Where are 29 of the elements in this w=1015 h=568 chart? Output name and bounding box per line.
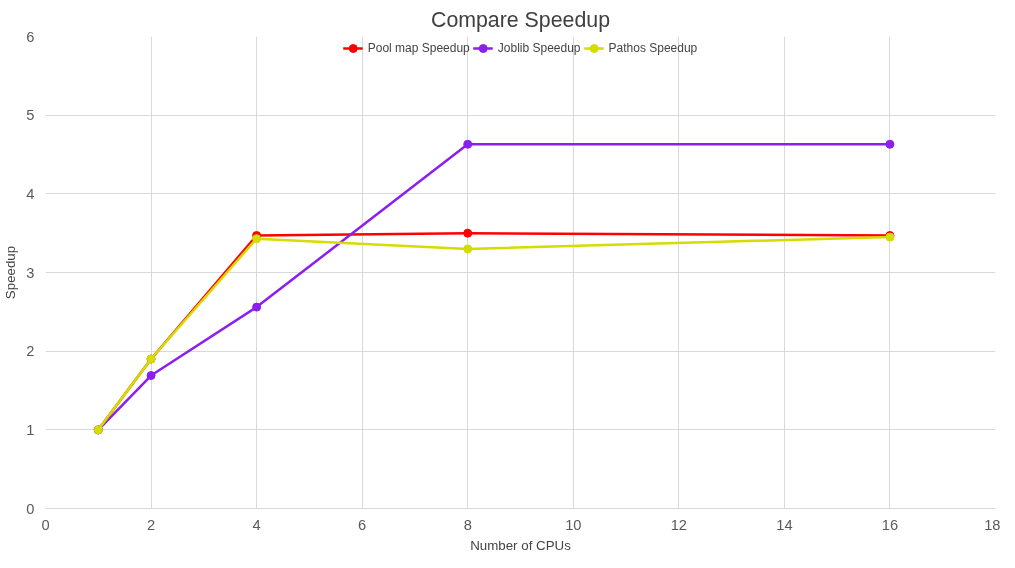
x-tick-label: 16 (881, 516, 899, 533)
x-tick-label: 10 (565, 516, 582, 533)
y-tick-label: 1 (26, 421, 35, 438)
point (146, 371, 156, 381)
x-tick-label: 18 (984, 516, 1001, 533)
y-tick-label: 5 (26, 107, 35, 124)
x-tick-label: 14 (776, 516, 793, 533)
x-tick-label: 0 (41, 516, 50, 533)
x-tick-label: 4 (252, 516, 261, 533)
legend-label: Pathos Speedup (608, 41, 698, 55)
x-tick-label: 6 (358, 516, 367, 533)
y-tick-label: 3 (26, 264, 35, 281)
y-axis-title: Speedup (3, 245, 19, 300)
point (252, 302, 262, 312)
x-axis-title: Number of CPUs (470, 537, 572, 553)
chart-title: Compare Speedup (430, 7, 611, 32)
y-tick-label: 6 (26, 28, 35, 45)
point (463, 228, 473, 238)
y-tick-label: 4 (26, 185, 35, 202)
x-tick-label: 12 (670, 516, 687, 533)
y-tick-label: 2 (26, 343, 35, 360)
point (463, 139, 473, 149)
legend-label: Pool map Speedup (367, 41, 470, 55)
point (463, 244, 473, 254)
legend-label: Joblib Speedup (497, 41, 581, 55)
x-tick-label: 8 (463, 516, 472, 533)
x-tick-label: 2 (146, 516, 156, 533)
y-tick-label: 0 (26, 500, 35, 517)
point (885, 139, 895, 149)
